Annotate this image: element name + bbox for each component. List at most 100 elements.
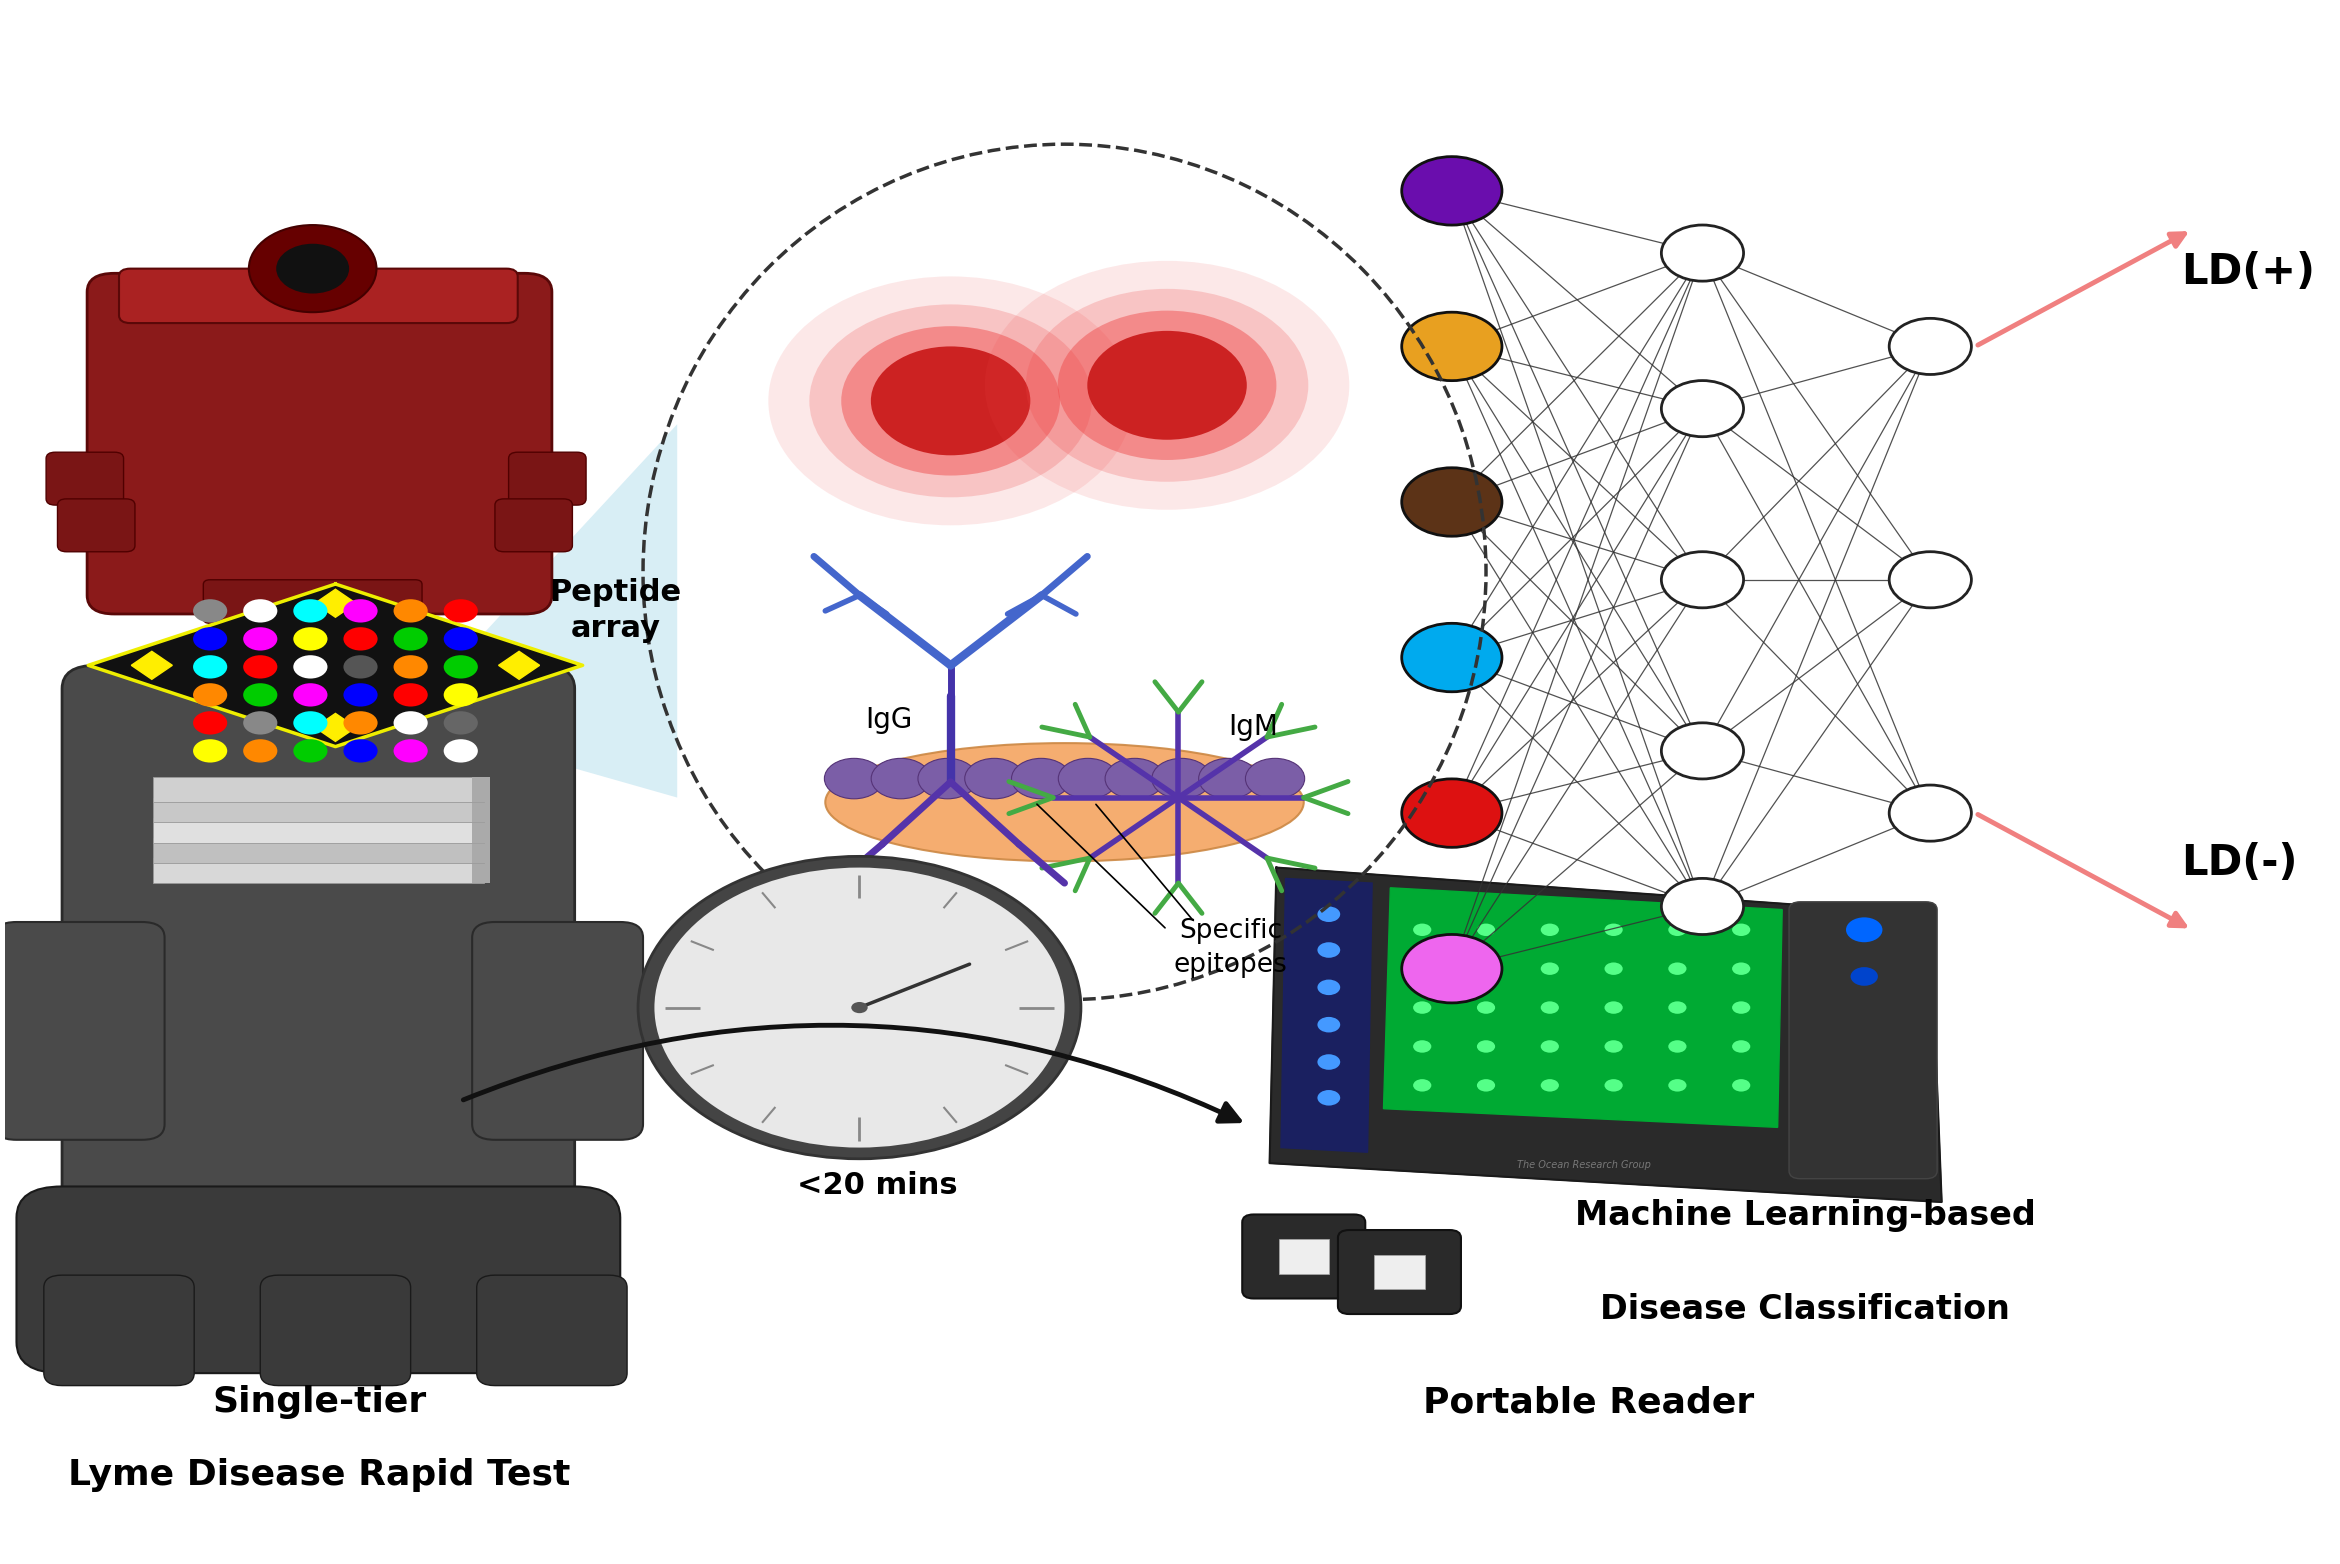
Circle shape <box>1477 1040 1495 1053</box>
Circle shape <box>194 712 227 735</box>
Circle shape <box>1317 942 1341 957</box>
FancyBboxPatch shape <box>87 274 552 615</box>
Circle shape <box>1540 1079 1558 1092</box>
Circle shape <box>292 599 328 622</box>
Circle shape <box>243 712 278 735</box>
Circle shape <box>393 740 428 763</box>
FancyBboxPatch shape <box>1243 1215 1364 1298</box>
FancyBboxPatch shape <box>204 580 421 624</box>
Circle shape <box>292 740 328 763</box>
FancyBboxPatch shape <box>260 1275 410 1386</box>
FancyBboxPatch shape <box>496 499 573 552</box>
Polygon shape <box>89 583 583 746</box>
FancyBboxPatch shape <box>1278 1239 1329 1273</box>
Text: Disease Classification: Disease Classification <box>1601 1293 2010 1326</box>
Circle shape <box>445 712 477 735</box>
FancyBboxPatch shape <box>63 665 576 1303</box>
FancyBboxPatch shape <box>119 269 517 324</box>
Circle shape <box>1605 1079 1622 1092</box>
FancyArrowPatch shape <box>463 1026 1240 1121</box>
Circle shape <box>1402 313 1502 380</box>
Circle shape <box>1540 962 1558 974</box>
Circle shape <box>292 683 328 707</box>
Circle shape <box>1245 759 1306 799</box>
FancyBboxPatch shape <box>508 452 585 505</box>
Circle shape <box>1605 962 1622 974</box>
Circle shape <box>194 655 227 679</box>
Circle shape <box>1151 759 1212 799</box>
Circle shape <box>292 655 328 679</box>
Circle shape <box>1605 924 1622 935</box>
Polygon shape <box>131 651 173 679</box>
Circle shape <box>1317 907 1341 923</box>
Circle shape <box>1317 1054 1341 1070</box>
Polygon shape <box>316 713 356 741</box>
FancyBboxPatch shape <box>1374 1254 1425 1289</box>
Circle shape <box>1402 779 1502 848</box>
Text: The Ocean Research Group: The Ocean Research Group <box>1516 1160 1652 1170</box>
FancyBboxPatch shape <box>473 798 491 823</box>
Circle shape <box>1413 1001 1432 1013</box>
Circle shape <box>1198 759 1259 799</box>
Circle shape <box>1058 311 1275 460</box>
Circle shape <box>1402 156 1502 225</box>
FancyBboxPatch shape <box>152 838 484 863</box>
Circle shape <box>1413 1079 1432 1092</box>
Circle shape <box>344 599 377 622</box>
Circle shape <box>1317 979 1341 995</box>
Circle shape <box>1402 468 1502 536</box>
Circle shape <box>1477 1079 1495 1092</box>
Circle shape <box>1413 962 1432 974</box>
FancyBboxPatch shape <box>152 859 484 884</box>
FancyBboxPatch shape <box>473 777 491 802</box>
FancyBboxPatch shape <box>473 859 491 884</box>
Circle shape <box>243 683 278 707</box>
Circle shape <box>824 759 885 799</box>
Polygon shape <box>1383 888 1783 1128</box>
FancyBboxPatch shape <box>16 1187 620 1373</box>
FancyBboxPatch shape <box>1790 902 1938 1179</box>
Circle shape <box>194 683 227 707</box>
Circle shape <box>1011 759 1072 799</box>
Polygon shape <box>498 651 541 679</box>
Circle shape <box>985 261 1350 510</box>
Circle shape <box>276 244 349 294</box>
Circle shape <box>194 740 227 763</box>
Circle shape <box>1540 1040 1558 1053</box>
Circle shape <box>1732 1001 1750 1013</box>
Circle shape <box>1888 785 1970 841</box>
Circle shape <box>1477 962 1495 974</box>
Circle shape <box>1732 1079 1750 1092</box>
Circle shape <box>243 740 278 763</box>
Text: LD(+): LD(+) <box>2181 252 2314 292</box>
Circle shape <box>1540 924 1558 935</box>
Circle shape <box>1732 1040 1750 1053</box>
Circle shape <box>810 305 1093 497</box>
Text: <20 mins: <20 mins <box>798 1171 957 1200</box>
Circle shape <box>1888 552 1970 608</box>
FancyBboxPatch shape <box>44 1275 194 1386</box>
Circle shape <box>393 655 428 679</box>
Circle shape <box>292 627 328 651</box>
Circle shape <box>248 225 377 313</box>
Text: Single-tier: Single-tier <box>213 1386 426 1419</box>
FancyBboxPatch shape <box>47 452 124 505</box>
Circle shape <box>1104 759 1165 799</box>
Circle shape <box>243 655 278 679</box>
Text: IgM: IgM <box>1228 713 1278 741</box>
Circle shape <box>655 868 1065 1148</box>
Circle shape <box>1605 1040 1622 1053</box>
Circle shape <box>1661 723 1743 779</box>
Circle shape <box>1413 1040 1432 1053</box>
FancyBboxPatch shape <box>152 777 484 802</box>
Circle shape <box>842 327 1060 475</box>
Text: IgG: IgG <box>866 705 913 734</box>
Polygon shape <box>405 424 676 798</box>
Text: Peptide
array: Peptide array <box>550 579 681 643</box>
Circle shape <box>194 599 227 622</box>
Circle shape <box>393 627 428 651</box>
Circle shape <box>1661 380 1743 436</box>
Text: Portable Reader: Portable Reader <box>1423 1386 1755 1419</box>
Circle shape <box>445 627 477 651</box>
Circle shape <box>445 599 477 622</box>
